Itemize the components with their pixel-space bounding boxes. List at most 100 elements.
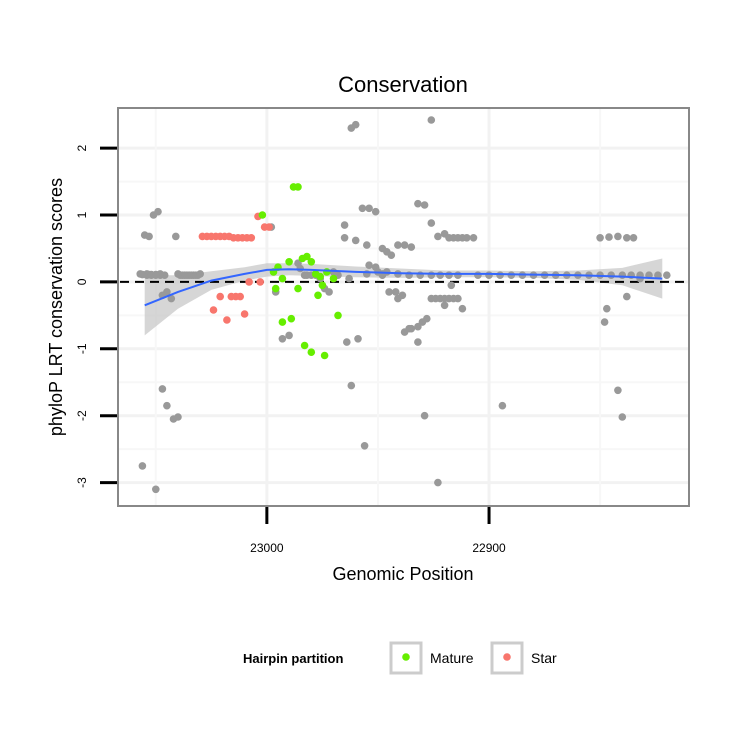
point-other-123 xyxy=(496,271,504,280)
point-other-148 xyxy=(600,318,609,326)
point-other-111 xyxy=(345,274,353,283)
point-mature-13 xyxy=(323,268,331,276)
point-mature-12 xyxy=(318,281,327,290)
y-tick-label-3: -1 xyxy=(75,343,89,354)
point-other-117 xyxy=(427,271,436,280)
point-other-65 xyxy=(420,201,429,209)
point-mature-16 xyxy=(271,284,280,293)
point-other-143 xyxy=(623,234,631,242)
plot-panel xyxy=(117,107,690,507)
point-other-142 xyxy=(614,232,622,241)
point-other-88 xyxy=(427,116,436,124)
point-other-19 xyxy=(152,485,160,494)
point-other-122 xyxy=(485,271,493,280)
axes: 2 1 0 -1 -2 -3 23000 22900 xyxy=(75,144,506,555)
point-other-149 xyxy=(618,413,627,421)
point-other-18 xyxy=(138,462,147,470)
point-other-63 xyxy=(407,243,416,251)
point-other-120 xyxy=(454,271,462,280)
point-other-5 xyxy=(163,288,171,296)
data-points xyxy=(136,116,671,494)
point-other-102 xyxy=(423,314,431,323)
y-tick-label-4: -2 xyxy=(75,410,89,421)
point-other-77 xyxy=(354,335,362,343)
point-other-144 xyxy=(629,234,638,242)
point-other-64 xyxy=(414,199,422,208)
point-other-113 xyxy=(378,270,387,278)
point-mature-0 xyxy=(258,211,267,219)
point-mature-8 xyxy=(303,252,311,261)
point-mature-21 xyxy=(307,348,316,357)
smooth-line xyxy=(144,268,663,307)
point-other-49 xyxy=(325,288,333,296)
point-other-99 xyxy=(405,324,413,333)
x-tick-label-0: 23000 xyxy=(250,541,284,555)
point-other-56 xyxy=(365,204,373,213)
point-other-31 xyxy=(174,270,182,278)
point-mature-4 xyxy=(285,258,293,266)
point-mature-22 xyxy=(314,291,322,300)
point-other-21 xyxy=(163,401,171,410)
point-mature-23 xyxy=(320,351,329,360)
point-mature-11 xyxy=(316,272,325,281)
point-other-98 xyxy=(398,291,407,300)
point-other-39 xyxy=(278,335,287,343)
point-other-66 xyxy=(427,219,436,227)
point-mature-14 xyxy=(329,274,338,283)
point-other-150 xyxy=(498,401,507,410)
point-other-100 xyxy=(414,338,422,346)
point-mature-6 xyxy=(294,183,302,191)
point-other-139 xyxy=(663,271,671,280)
point-other-79 xyxy=(365,261,373,270)
point-mature-3 xyxy=(278,274,287,283)
point-star-22 xyxy=(245,278,253,286)
chart-title: Conservation xyxy=(338,72,468,97)
point-other-97 xyxy=(391,288,400,296)
legend-label-mature: Mature xyxy=(430,650,474,666)
point-star-21 xyxy=(240,310,249,318)
point-other-119 xyxy=(445,271,453,280)
point-other-73 xyxy=(463,234,471,242)
point-other-6 xyxy=(167,294,176,303)
point-other-76 xyxy=(347,381,356,390)
point-mature-9 xyxy=(307,258,316,266)
point-star-20 xyxy=(236,292,244,301)
point-other-57 xyxy=(371,207,380,216)
point-other-146 xyxy=(614,386,622,395)
point-other-33 xyxy=(138,270,147,279)
point-other-52 xyxy=(340,221,349,229)
point-other-92 xyxy=(340,234,349,242)
point-star-15 xyxy=(209,306,218,314)
point-mature-17 xyxy=(278,318,287,326)
point-other-55 xyxy=(358,204,367,213)
point-other-91 xyxy=(447,281,456,290)
legend-title: Hairpin partition xyxy=(243,651,343,666)
point-other-78 xyxy=(360,442,369,450)
point-star-23 xyxy=(256,278,265,286)
point-other-90 xyxy=(440,301,449,310)
point-other-121 xyxy=(474,271,482,280)
point-other-87 xyxy=(420,411,429,420)
point-other-7 xyxy=(172,232,180,241)
y-tick-label-1: 1 xyxy=(75,211,89,218)
point-mature-20 xyxy=(300,341,309,350)
point-other-134 xyxy=(618,271,627,280)
point-mature-18 xyxy=(287,314,296,323)
point-star-11 xyxy=(247,234,256,242)
point-other-118 xyxy=(436,271,445,280)
panel-border xyxy=(117,107,690,507)
point-other-93 xyxy=(351,236,360,245)
point-other-3 xyxy=(154,207,162,216)
point-other-89 xyxy=(434,478,442,487)
point-other-147 xyxy=(623,292,631,301)
point-other-140 xyxy=(596,234,604,242)
y-axis-title: phyloP LRT conservation scores xyxy=(46,178,66,436)
point-other-40 xyxy=(285,331,293,340)
point-mature-19 xyxy=(294,284,302,293)
point-other-62 xyxy=(400,241,409,249)
point-star-14 xyxy=(265,223,273,231)
x-axis-title: Genomic Position xyxy=(332,564,473,584)
legend-swatch-mature xyxy=(402,653,410,661)
x-tick-label-1: 22900 xyxy=(472,541,506,555)
